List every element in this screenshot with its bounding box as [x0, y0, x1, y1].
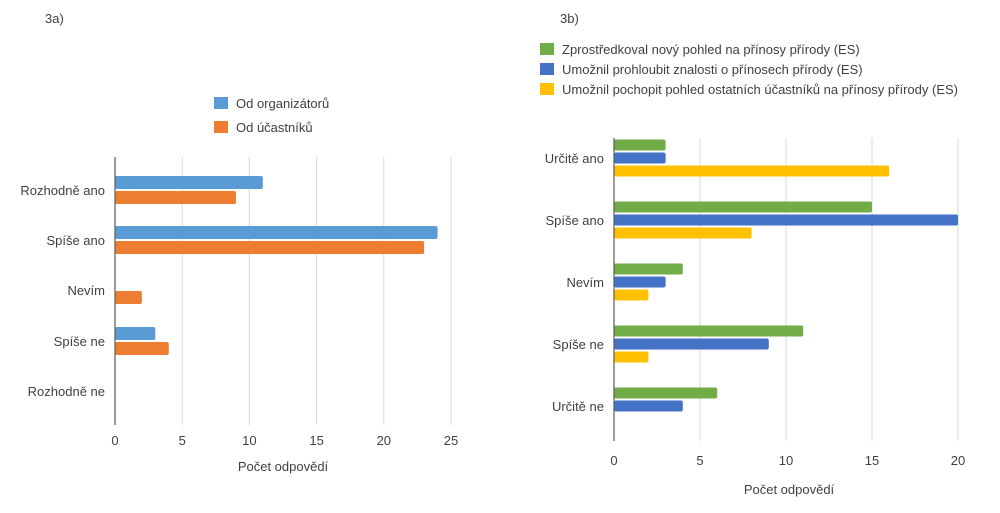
bar-3 — [614, 227, 752, 239]
bar-2 — [115, 191, 236, 204]
x-tick-label: 25 — [444, 433, 458, 448]
x-tick-label: 20 — [951, 453, 965, 468]
category-label: Spíše ne — [553, 337, 604, 352]
x-tick-label: 0 — [610, 453, 617, 468]
bar-1 — [614, 325, 804, 337]
legend-label: Zprostředkoval nový pohled na přínosy př… — [562, 42, 860, 57]
x-tick-label: 10 — [779, 453, 793, 468]
legend-label: Od organizátorů — [236, 96, 329, 111]
bar-1 — [614, 387, 718, 399]
legend-label: Od účastníků — [236, 120, 313, 135]
category-label: Spíše ne — [54, 334, 105, 349]
category-label: Nevím — [67, 283, 105, 298]
legend-swatch — [540, 83, 554, 95]
legend-label: Umožnil pochopit pohled ostatních účastn… — [562, 82, 958, 97]
bar-3 — [614, 289, 649, 301]
x-axis-label-3a: Počet odpovědí — [238, 459, 329, 474]
legend-swatch — [214, 97, 228, 109]
category-label: Rozhodně ne — [28, 384, 105, 399]
bar-2 — [614, 214, 958, 226]
panel-label-3b: 3b) — [560, 11, 579, 26]
category-label: Rozhodně ano — [20, 183, 105, 198]
bar-2 — [115, 241, 425, 254]
legend-swatch — [214, 121, 228, 133]
category-label: Určitě ano — [545, 151, 604, 166]
bar-2 — [115, 291, 142, 304]
bar-1 — [614, 263, 683, 275]
bar-1 — [614, 201, 872, 213]
category-label: Spíše ano — [545, 213, 604, 228]
x-tick-label: 20 — [377, 433, 391, 448]
bar-2 — [614, 276, 666, 288]
bar-2 — [614, 338, 769, 350]
bar-2 — [614, 400, 683, 412]
bar-1 — [115, 327, 156, 340]
x-axis-label-3b: Počet odpovědí — [744, 482, 835, 497]
legend-label: Umožnil prohloubit znalosti o přínosech … — [562, 62, 863, 77]
bar-3 — [614, 351, 649, 363]
legend-swatch — [540, 43, 554, 55]
category-label: Určitě ne — [552, 399, 604, 414]
category-label: Nevím — [566, 275, 604, 290]
x-tick-label: 5 — [696, 453, 703, 468]
bar-1 — [614, 139, 666, 151]
x-tick-label: 5 — [179, 433, 186, 448]
category-label: Spíše ano — [46, 233, 105, 248]
chart-3a: 3a) Od organizátorů Od účastníků Rozhodně… — [20, 11, 458, 474]
bar-2 — [115, 342, 169, 355]
bar-1 — [115, 226, 438, 239]
bar-1 — [115, 176, 263, 189]
x-tick-label: 0 — [111, 433, 118, 448]
x-tick-label: 10 — [242, 433, 256, 448]
bar-3 — [614, 165, 890, 177]
chart-3b: 3b) Zprostředkoval nový pohled na přínos… — [540, 11, 965, 497]
panel-label-3a: 3a) — [45, 11, 64, 26]
bar-2 — [614, 152, 666, 164]
x-tick-label: 15 — [865, 453, 879, 468]
legend-swatch — [540, 63, 554, 75]
x-tick-label: 15 — [309, 433, 323, 448]
